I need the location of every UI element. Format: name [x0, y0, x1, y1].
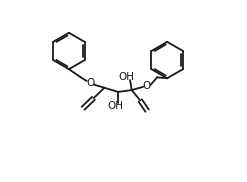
Text: OH: OH — [107, 102, 123, 111]
Text: O: O — [143, 81, 151, 91]
Text: O: O — [86, 78, 95, 88]
Text: OH: OH — [119, 72, 135, 82]
